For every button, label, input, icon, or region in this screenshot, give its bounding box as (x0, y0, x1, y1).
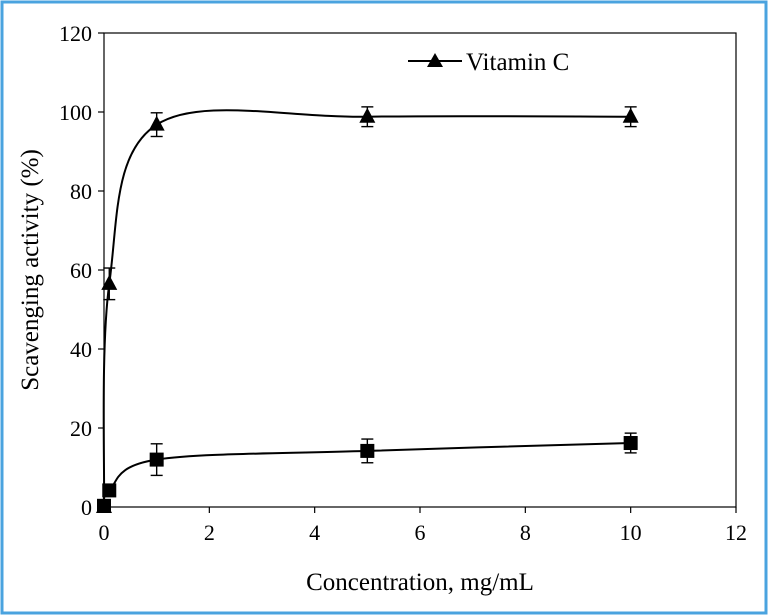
x-tick-label: 8 (520, 520, 531, 545)
x-tick-label: 0 (99, 520, 110, 545)
data-point-triangle (101, 274, 118, 290)
y-axis-title: Scavenging activity (%) (17, 149, 44, 391)
y-tick-label: 40 (70, 337, 92, 362)
y-tick-label: 0 (81, 495, 92, 520)
x-tick-label: 4 (309, 520, 320, 545)
y-tick-label: 60 (70, 258, 92, 283)
y-tick-label: 20 (70, 416, 92, 441)
marker-layer (96, 106, 639, 513)
data-point-square (102, 483, 117, 498)
x-tick-label: 10 (620, 520, 642, 545)
data-point-square (623, 436, 638, 451)
x-tick-label: 2 (204, 520, 215, 545)
x-tick-label: 12 (725, 520, 747, 545)
legend-label: Vitamin C (466, 49, 569, 76)
y-tick-label: 120 (59, 21, 92, 46)
data-point-triangle (148, 115, 165, 131)
data-point-square (149, 452, 164, 467)
x-tick-label: 6 (415, 520, 426, 545)
data-point-square (97, 498, 111, 513)
series-line-0 (102, 109, 631, 508)
y-tick-label: 80 (70, 179, 92, 204)
data-point-triangle (622, 107, 639, 123)
data-point-square (360, 443, 375, 458)
x-axis-title: Concentration, mg/mL (306, 569, 534, 596)
y-tick-label: 100 (59, 100, 92, 125)
data-point-triangle (359, 107, 376, 123)
legend-triangle-marker (427, 53, 443, 67)
legend: Vitamin C (408, 49, 569, 76)
